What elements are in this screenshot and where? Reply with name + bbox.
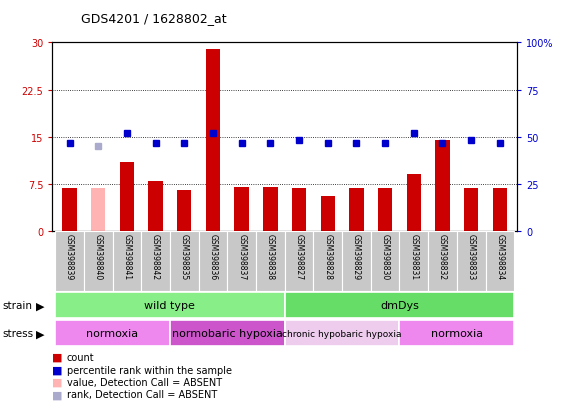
FancyBboxPatch shape — [486, 231, 514, 291]
Text: ■: ■ — [52, 377, 63, 387]
FancyBboxPatch shape — [313, 231, 342, 291]
Text: ▶: ▶ — [36, 328, 45, 339]
Text: count: count — [67, 352, 95, 362]
Bar — [62, 189, 77, 231]
Text: GSM398836: GSM398836 — [209, 233, 217, 279]
Text: GSM398829: GSM398829 — [352, 233, 361, 279]
Bar — [378, 189, 392, 231]
Text: GSM398839: GSM398839 — [65, 233, 74, 279]
Bar — [493, 189, 507, 231]
Text: GSM398842: GSM398842 — [151, 233, 160, 279]
Text: GSM398840: GSM398840 — [94, 233, 103, 279]
Text: ▶: ▶ — [36, 300, 45, 311]
Text: GSM398832: GSM398832 — [438, 233, 447, 279]
FancyBboxPatch shape — [285, 320, 400, 347]
Text: GSM398830: GSM398830 — [381, 233, 390, 279]
Text: rank, Detection Call = ABSENT: rank, Detection Call = ABSENT — [67, 389, 217, 399]
Bar — [91, 189, 105, 231]
FancyBboxPatch shape — [256, 231, 285, 291]
Text: GSM398827: GSM398827 — [295, 233, 303, 279]
Text: chronic hypobaric hypoxia: chronic hypobaric hypoxia — [282, 329, 402, 338]
Bar — [177, 190, 192, 231]
Text: GSM398838: GSM398838 — [266, 233, 275, 279]
Text: GSM398834: GSM398834 — [496, 233, 504, 279]
FancyBboxPatch shape — [428, 231, 457, 291]
FancyBboxPatch shape — [55, 320, 170, 347]
FancyBboxPatch shape — [113, 231, 141, 291]
Text: GSM398841: GSM398841 — [123, 233, 131, 279]
FancyBboxPatch shape — [170, 320, 285, 347]
FancyBboxPatch shape — [199, 231, 227, 291]
Text: GSM398831: GSM398831 — [409, 233, 418, 279]
Bar — [321, 197, 335, 231]
Text: normoxia: normoxia — [431, 328, 483, 339]
Bar — [464, 189, 478, 231]
FancyBboxPatch shape — [170, 231, 199, 291]
Text: wild type: wild type — [145, 300, 195, 311]
Bar — [263, 188, 278, 231]
Text: value, Detection Call = ABSENT: value, Detection Call = ABSENT — [67, 377, 222, 387]
Text: ■: ■ — [52, 365, 63, 375]
Bar — [148, 181, 163, 231]
FancyBboxPatch shape — [84, 231, 113, 291]
Text: stress: stress — [3, 328, 34, 339]
Text: GSM398837: GSM398837 — [237, 233, 246, 279]
Text: ■: ■ — [52, 389, 63, 399]
Text: GDS4201 / 1628802_at: GDS4201 / 1628802_at — [81, 12, 227, 25]
Text: ■: ■ — [52, 352, 63, 362]
FancyBboxPatch shape — [400, 320, 514, 347]
FancyBboxPatch shape — [400, 231, 428, 291]
Text: normobaric hypoxia: normobaric hypoxia — [172, 328, 283, 339]
Text: GSM398828: GSM398828 — [323, 233, 332, 279]
Text: strain: strain — [3, 300, 33, 311]
Text: GSM398835: GSM398835 — [180, 233, 189, 279]
Text: GSM398833: GSM398833 — [467, 233, 476, 279]
Bar — [120, 162, 134, 231]
FancyBboxPatch shape — [55, 292, 285, 318]
Bar — [235, 188, 249, 231]
FancyBboxPatch shape — [285, 292, 514, 318]
FancyBboxPatch shape — [342, 231, 371, 291]
Text: percentile rank within the sample: percentile rank within the sample — [67, 365, 232, 375]
FancyBboxPatch shape — [457, 231, 486, 291]
Text: normoxia: normoxia — [87, 328, 139, 339]
Bar — [206, 50, 220, 231]
Text: dmDys: dmDys — [380, 300, 419, 311]
Bar — [435, 140, 450, 231]
FancyBboxPatch shape — [285, 231, 313, 291]
Bar — [407, 175, 421, 231]
FancyBboxPatch shape — [371, 231, 400, 291]
Bar — [292, 189, 306, 231]
Bar — [349, 189, 364, 231]
FancyBboxPatch shape — [55, 231, 84, 291]
FancyBboxPatch shape — [141, 231, 170, 291]
FancyBboxPatch shape — [227, 231, 256, 291]
